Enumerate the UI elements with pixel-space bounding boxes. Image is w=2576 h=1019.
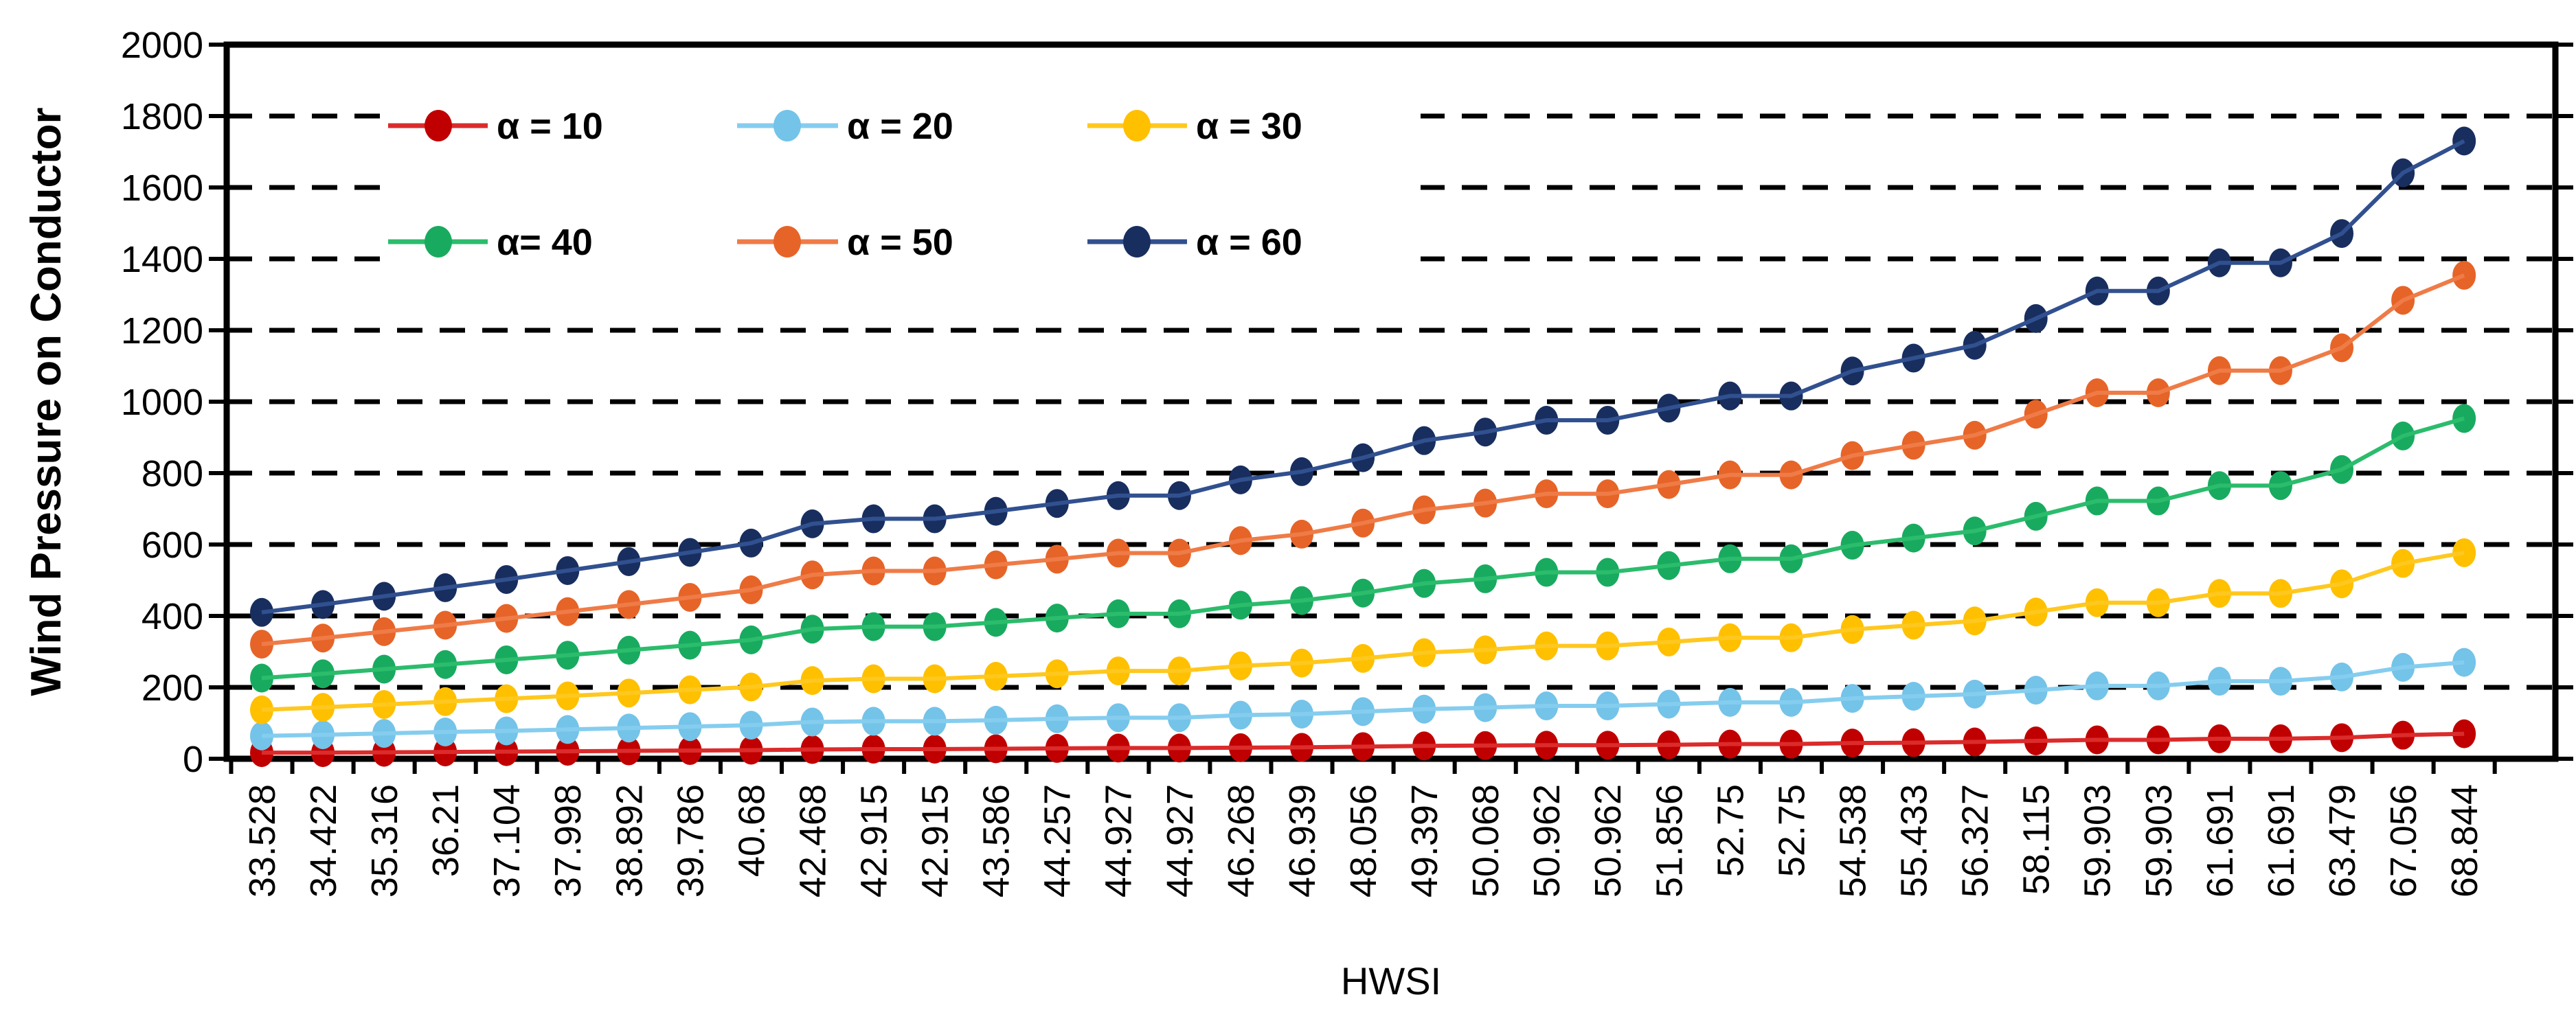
x-tick-label: 51.856 bbox=[1649, 784, 1690, 897]
series-alpha-40 bbox=[250, 404, 2476, 693]
x-tick-label: 48.056 bbox=[1343, 784, 1384, 897]
y-tick-label: 2000 bbox=[121, 25, 203, 66]
legend-background bbox=[383, 82, 1421, 297]
y-tick-label: 0 bbox=[183, 739, 203, 780]
x-tick-label: 42.915 bbox=[915, 784, 956, 897]
legend-label: α= 40 bbox=[497, 222, 593, 263]
legend-item-alpha-10: α = 10 bbox=[388, 106, 603, 147]
x-tick-label: 42.468 bbox=[792, 784, 833, 897]
x-tick-label: 34.422 bbox=[303, 784, 344, 897]
legend-item-alpha-50: α = 50 bbox=[737, 222, 953, 263]
series-connector-line bbox=[262, 731, 2465, 755]
series-alpha-60 bbox=[250, 126, 2476, 627]
x-tick-label: 38.892 bbox=[609, 784, 650, 897]
legend-marker bbox=[425, 226, 452, 257]
plot-frame bbox=[223, 41, 2559, 762]
data-series bbox=[250, 126, 2476, 768]
y-tick-labels: 0 200 400 600 800 1000 1200 1400 1600 1800 2000 bbox=[121, 25, 203, 780]
x-tick-label: 42.915 bbox=[854, 784, 895, 897]
x-tick-label: 33.528 bbox=[242, 784, 283, 897]
legend-item-alpha-60: α = 60 bbox=[1087, 222, 1302, 263]
x-tick-label: 39.786 bbox=[670, 784, 711, 897]
x-tick-label: 46.268 bbox=[1221, 784, 1262, 897]
legend-item-alpha-20: α = 20 bbox=[737, 106, 953, 147]
x-tick-label: 44.927 bbox=[1160, 784, 1201, 897]
x-tick-label: 63.479 bbox=[2322, 784, 2363, 897]
x-tick-label: 59.903 bbox=[2138, 784, 2180, 897]
x-tick-label: 56.327 bbox=[1955, 784, 1996, 897]
legend-label: α = 50 bbox=[847, 222, 953, 263]
legend-label: α = 10 bbox=[497, 106, 603, 147]
y-tick-label: 200 bbox=[142, 667, 203, 709]
series-connector-line bbox=[261, 273, 2465, 647]
x-tick-label: 50.068 bbox=[1465, 784, 1506, 897]
legend-marker bbox=[425, 110, 452, 141]
y-tick-label: 800 bbox=[142, 453, 203, 494]
legend-item-alpha-30: α = 30 bbox=[1087, 106, 1302, 147]
y-tick-label: 1800 bbox=[121, 96, 203, 137]
x-axis-title: HWSI bbox=[1341, 959, 1441, 1003]
y-tick-label: 1200 bbox=[121, 310, 203, 352]
x-tick-label: 52.75 bbox=[1771, 784, 1812, 877]
x-tick-label: 55.433 bbox=[1894, 784, 1935, 897]
series-alpha-30 bbox=[250, 538, 2476, 724]
x-tick-label: 68.844 bbox=[2444, 784, 2485, 897]
x-tick-label: 35.316 bbox=[364, 784, 405, 897]
x-tick-label: 50.962 bbox=[1526, 784, 1568, 897]
plot-border bbox=[223, 41, 2559, 762]
x-tick-label: 61.691 bbox=[2200, 784, 2241, 897]
y-tick-label: 400 bbox=[142, 596, 203, 637]
x-tick-label: 67.056 bbox=[2383, 784, 2424, 897]
legend: α = 10 α = 20 α = 30 α= 40 α = 50 α = 60 bbox=[383, 82, 1421, 297]
x-tick-label: 49.397 bbox=[1404, 784, 1445, 897]
y-tick-label: 600 bbox=[142, 525, 203, 566]
series-alpha-50 bbox=[250, 260, 2476, 659]
x-tick-label: 58.115 bbox=[2016, 784, 2057, 895]
x-tick-label: 44.927 bbox=[1098, 784, 1140, 897]
series-connector-line bbox=[261, 416, 2465, 680]
series-connector-line bbox=[261, 660, 2465, 738]
x-tick-label: 40.68 bbox=[731, 784, 772, 877]
x-tick-label: 37.104 bbox=[486, 784, 528, 897]
x-tick-label: 50.962 bbox=[1588, 784, 1629, 897]
series-connector-line bbox=[261, 551, 2465, 712]
y-axis-title: Wind Pressure on Conductor bbox=[23, 107, 70, 696]
x-tick-label: 36.21 bbox=[425, 784, 466, 877]
legend-label: α = 60 bbox=[1196, 222, 1302, 263]
x-tick-label: 44.257 bbox=[1037, 784, 1078, 897]
x-tick-label: 61.691 bbox=[2261, 784, 2302, 897]
x-tick-label: 54.538 bbox=[1832, 784, 1873, 897]
x-tick-label: 52.75 bbox=[1710, 784, 1751, 877]
legend-label: α = 30 bbox=[1196, 106, 1302, 147]
legend-item-alpha-40: α= 40 bbox=[388, 222, 593, 263]
x-tick-label: 59.903 bbox=[2077, 784, 2119, 897]
x-tick-label: 37.998 bbox=[547, 784, 589, 897]
legend-marker bbox=[773, 110, 801, 141]
x-tick-label: 43.586 bbox=[976, 784, 1017, 897]
legend-marker bbox=[1123, 110, 1151, 141]
series-connector-line bbox=[261, 139, 2465, 615]
legend-label: α = 20 bbox=[847, 106, 953, 147]
legend-marker bbox=[1123, 226, 1151, 257]
y-tick-label: 1600 bbox=[121, 168, 203, 209]
x-tick-labels: 33.528 34.422 35.316 36.21 37.104 37.998 38.89… bbox=[242, 784, 2485, 897]
y-tick-label: 1000 bbox=[121, 382, 203, 423]
series-alpha-20 bbox=[250, 648, 2476, 751]
x-tick-label: 46.939 bbox=[1282, 784, 1323, 897]
legend-marker bbox=[773, 226, 801, 257]
y-tick-label: 1400 bbox=[121, 239, 203, 280]
